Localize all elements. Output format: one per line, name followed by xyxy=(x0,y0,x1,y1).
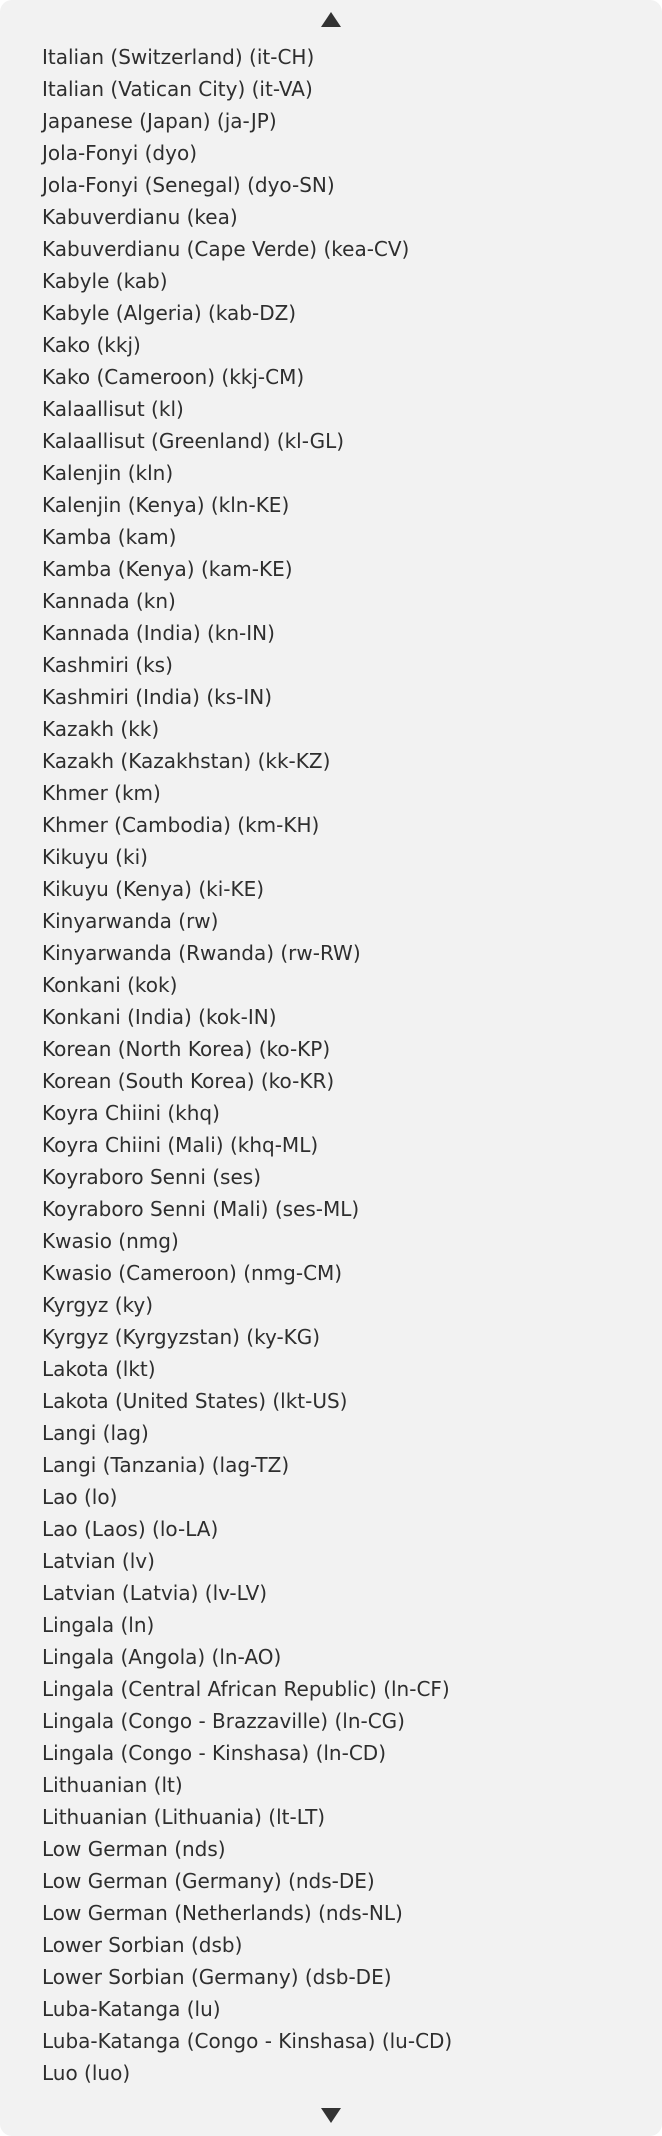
menu-item[interactable]: Kabyle (Algeria) (kab-DZ) xyxy=(42,301,297,325)
menu-item[interactable]: Lingala (Congo - Kinshasa) (ln-CD) xyxy=(42,1741,386,1765)
menu-item[interactable]: Luba-Katanga (lu) xyxy=(42,1997,221,2021)
menu-item[interactable]: Lithuanian (Lithuania) (lt-LT) xyxy=(42,1805,326,1829)
menu-item[interactable]: Langi (Tanzania) (lag-TZ) xyxy=(42,1453,290,1477)
menu-item[interactable]: Lingala (Angola) (ln-AO) xyxy=(42,1645,282,1669)
menu-item[interactable]: Kyrgyz (Kyrgyzstan) (ky-KG) xyxy=(42,1325,321,1349)
menu-item[interactable]: Lower Sorbian (dsb) xyxy=(42,1933,243,1957)
menu-item[interactable]: Kazakh (kk) xyxy=(42,717,160,741)
menu-item[interactable]: Kako (Cameroon) (kkj-CM) xyxy=(42,365,305,389)
menu-item[interactable]: Kikuyu (ki) xyxy=(42,845,148,869)
menu-item[interactable]: Kyrgyz (ky) xyxy=(42,1293,154,1317)
menu-item[interactable]: Konkani (kok) xyxy=(42,973,178,997)
menu-item[interactable]: Luo (Kenya) (luo-KE) xyxy=(0,2089,662,2095)
menu-item[interactable]: Lakota (lkt) xyxy=(42,1357,156,1381)
menu-item[interactable]: Korean (South Korea) (ko-KR) xyxy=(42,1069,335,1093)
menu-item[interactable]: Kazakh (Kazakhstan) (kk-KZ) xyxy=(42,749,331,773)
menu-item[interactable]: Kannada (India) (kn-IN) xyxy=(42,621,275,645)
menu-item[interactable]: Kamba (kam) xyxy=(42,525,177,549)
menu-item[interactable]: Lithuanian (lt) xyxy=(42,1773,183,1797)
menu-item[interactable]: Kabyle (kab) xyxy=(42,269,168,293)
menu-item[interactable]: Kwasio (Cameroon) (nmg-CM) xyxy=(42,1261,343,1285)
menu-item[interactable]: Japanese (Japan) (ja-JP) xyxy=(42,109,277,133)
menu-item[interactable]: Latvian (lv) xyxy=(42,1549,155,1573)
menu-item[interactable]: Kalenjin (kln) xyxy=(42,461,174,485)
menu-item[interactable]: Luba-Katanga (Congo - Kinshasa) (lu-CD) xyxy=(42,2029,453,2053)
menu-item[interactable]: Kamba (Kenya) (kam-KE) xyxy=(42,557,293,581)
menu-item[interactable]: Low German (Germany) (nds-DE) xyxy=(42,1869,375,1893)
menu-item[interactable]: Kwasio (nmg) xyxy=(42,1229,179,1253)
menu-item[interactable]: Lingala (Congo - Brazzaville) (ln-CG) xyxy=(42,1709,405,1733)
menu-item[interactable]: Lakota (United States) (lkt-US) xyxy=(42,1389,348,1413)
menu-item[interactable]: Langi (lag) xyxy=(42,1421,149,1445)
menu-item[interactable]: Kinyarwanda (rw) xyxy=(42,909,219,933)
menu-item[interactable]: Italian (Switzerland) (it-CH) xyxy=(42,45,315,69)
menu-item[interactable]: Lower Sorbian (Germany) (dsb-DE) xyxy=(42,1965,392,1989)
menu-item[interactable]: Lao (Laos) (lo-LA) xyxy=(42,1517,219,1541)
menu-item[interactable]: Luo (luo) xyxy=(42,2061,131,2085)
menu-item[interactable]: Lingala (ln) xyxy=(42,1613,155,1637)
menu-item[interactable]: Khmer (km) xyxy=(42,781,161,805)
menu-item[interactable]: Kalaallisut (kl) xyxy=(42,397,184,421)
menu-item[interactable]: Kalenjin (Kenya) (kln-KE) xyxy=(42,493,290,517)
menu-item[interactable]: Koyra Chiini (khq) xyxy=(42,1101,220,1125)
menu-item[interactable]: Kabuverdianu (Cape Verde) (kea-CV) xyxy=(42,237,410,261)
menu-item[interactable]: Lao (lo) xyxy=(42,1485,118,1509)
menu-item[interactable]: Latvian (Latvia) (lv-LV) xyxy=(42,1581,268,1605)
menu-item[interactable]: Khmer (Cambodia) (km-KH) xyxy=(42,813,320,837)
menu-item[interactable]: Lingala (Central African Republic) (ln-C… xyxy=(42,1677,450,1701)
scroll-up-arrow[interactable] xyxy=(0,5,662,33)
triangle-down-icon xyxy=(321,2107,341,2123)
menu-item[interactable]: Kinyarwanda (Rwanda) (rw-RW) xyxy=(42,941,361,965)
menu-item[interactable]: Low German (Netherlands) (nds-NL) xyxy=(42,1901,403,1925)
language-list: Italian (Switzerland) (it-CH) Italian (V… xyxy=(0,41,662,2095)
menu-item[interactable]: Jola-Fonyi (Senegal) (dyo-SN) xyxy=(42,173,335,197)
menu-item[interactable]: Kashmiri (ks) xyxy=(42,653,173,677)
menu-list-viewport[interactable]: Italian (Switzerland) (it-CH) Italian (V… xyxy=(0,41,662,2095)
menu-item[interactable]: Kannada (kn) xyxy=(42,589,176,613)
menu-item[interactable]: Konkani (India) (kok-IN) xyxy=(42,1005,277,1029)
scroll-down-arrow[interactable] xyxy=(0,2101,662,2129)
menu-item[interactable]: Koyra Chiini (Mali) (khq-ML) xyxy=(42,1133,319,1157)
menu-item[interactable]: Koyraboro Senni (Mali) (ses-ML) xyxy=(42,1197,360,1221)
triangle-up-icon xyxy=(321,11,341,27)
menu-item[interactable]: Kako (kkj) xyxy=(42,333,141,357)
menu-item[interactable]: Kashmiri (India) (ks-IN) xyxy=(42,685,273,709)
menu-item[interactable]: Italian (Vatican City) (it-VA) xyxy=(42,77,313,101)
menu-item[interactable]: Kalaallisut (Greenland) (kl-GL) xyxy=(42,429,345,453)
menu-item[interactable]: Kabuverdianu (kea) xyxy=(42,205,238,229)
menu-item[interactable]: Low German (nds) xyxy=(42,1837,226,1861)
menu-item[interactable]: Kikuyu (Kenya) (ki-KE) xyxy=(42,877,265,901)
menu-item[interactable]: Korean (North Korea) (ko-KP) xyxy=(42,1037,331,1061)
menu-item[interactable]: Jola-Fonyi (dyo) xyxy=(42,141,197,165)
menu-item[interactable]: Koyraboro Senni (ses) xyxy=(42,1165,261,1189)
